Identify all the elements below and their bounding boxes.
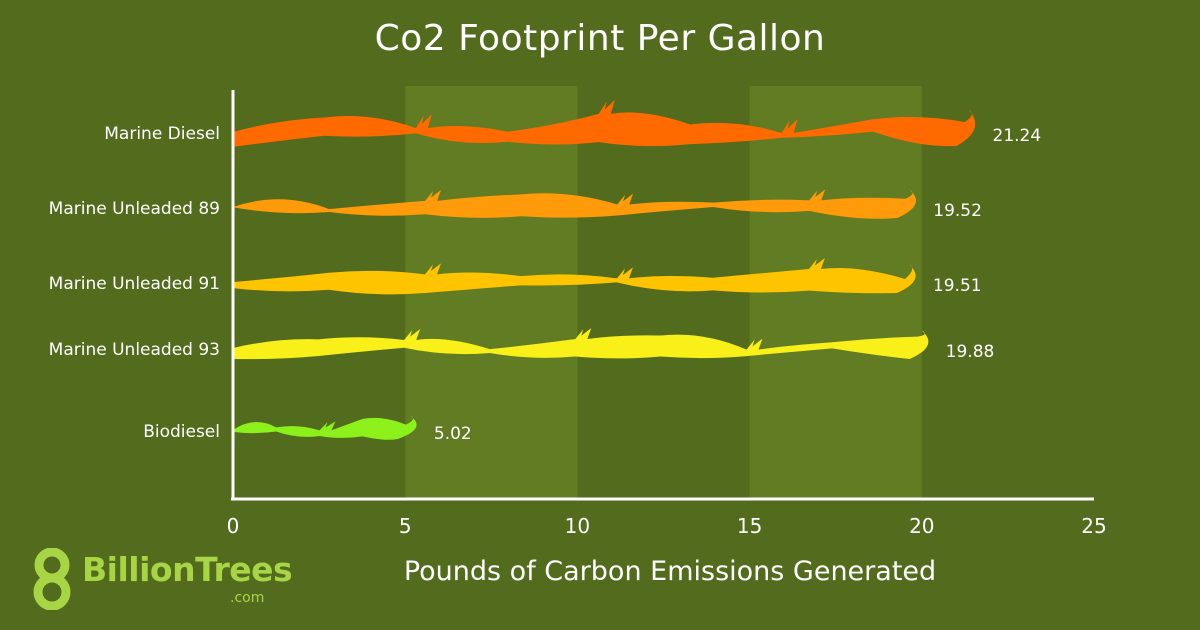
flame-bar bbox=[233, 189, 917, 219]
x-tick-label: 10 bbox=[565, 514, 590, 538]
flame-bar bbox=[233, 99, 976, 147]
category-labels: Marine Diesel Marine Unleaded 89 Marine Un… bbox=[49, 124, 220, 442]
flame-bar bbox=[233, 257, 916, 295]
logo-suffix: .com bbox=[230, 590, 265, 606]
x-axis-label: Pounds of Carbon Emissions Generated bbox=[403, 556, 937, 587]
logo-eight-icon bbox=[33, 548, 71, 610]
category-label: Marine Diesel bbox=[104, 124, 220, 144]
category-label: Marine Unleaded 89 bbox=[49, 199, 220, 219]
value-label: 19.51 bbox=[933, 276, 982, 296]
flame-bars bbox=[233, 99, 976, 440]
value-label: 19.88 bbox=[946, 342, 995, 362]
category-label: Biodiesel bbox=[143, 422, 220, 442]
category-label: Marine Unleaded 93 bbox=[49, 340, 220, 360]
x-tick-label: 5 bbox=[399, 514, 412, 538]
category-label: Marine Unleaded 91 bbox=[49, 274, 220, 294]
chart-title: Co2 Footprint Per Gallon bbox=[374, 18, 826, 59]
flame-bar bbox=[233, 327, 929, 360]
value-label: 19.52 bbox=[933, 201, 982, 221]
x-tick-label: 25 bbox=[1081, 514, 1106, 538]
axes bbox=[231, 90, 1094, 501]
shaded-band bbox=[405, 86, 578, 499]
x-tick-label: 20 bbox=[909, 514, 934, 538]
x-tick-label: 15 bbox=[737, 514, 762, 538]
logo-wordmark: BillionTrees bbox=[82, 550, 293, 589]
value-labels: 21.24 19.52 19.51 19.88 5.02 bbox=[434, 126, 1041, 444]
value-label: 5.02 bbox=[434, 424, 472, 444]
flame-bar bbox=[233, 415, 417, 440]
x-tick-labels: 0 5 10 15 20 25 bbox=[227, 514, 1107, 538]
value-label: 21.24 bbox=[993, 126, 1042, 146]
x-tick-label: 0 bbox=[227, 514, 240, 538]
billion-trees-logo: BillionTrees .com bbox=[28, 546, 298, 616]
